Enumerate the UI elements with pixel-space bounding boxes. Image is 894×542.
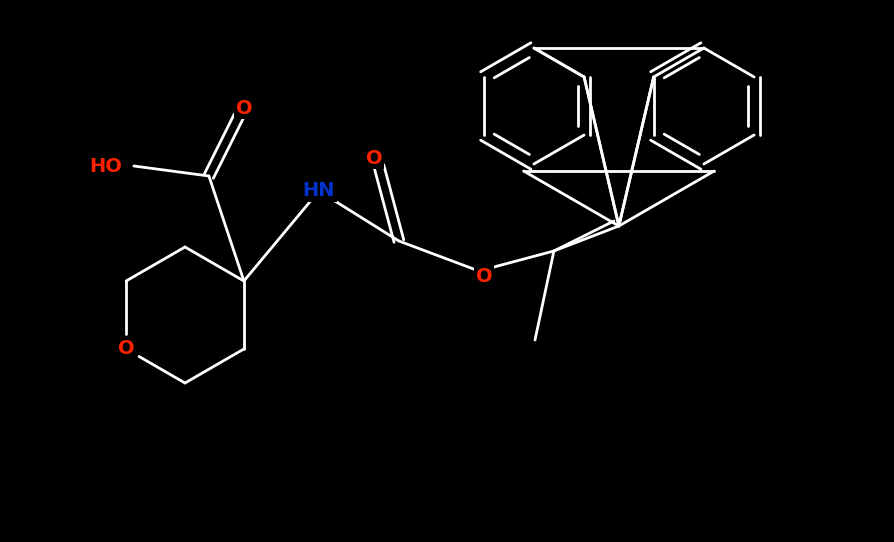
Text: O: O — [366, 149, 383, 167]
Text: O: O — [476, 267, 493, 286]
Text: O: O — [236, 99, 252, 118]
Text: HO: HO — [89, 157, 122, 176]
Text: O: O — [118, 339, 134, 358]
Text: HN: HN — [303, 182, 335, 201]
